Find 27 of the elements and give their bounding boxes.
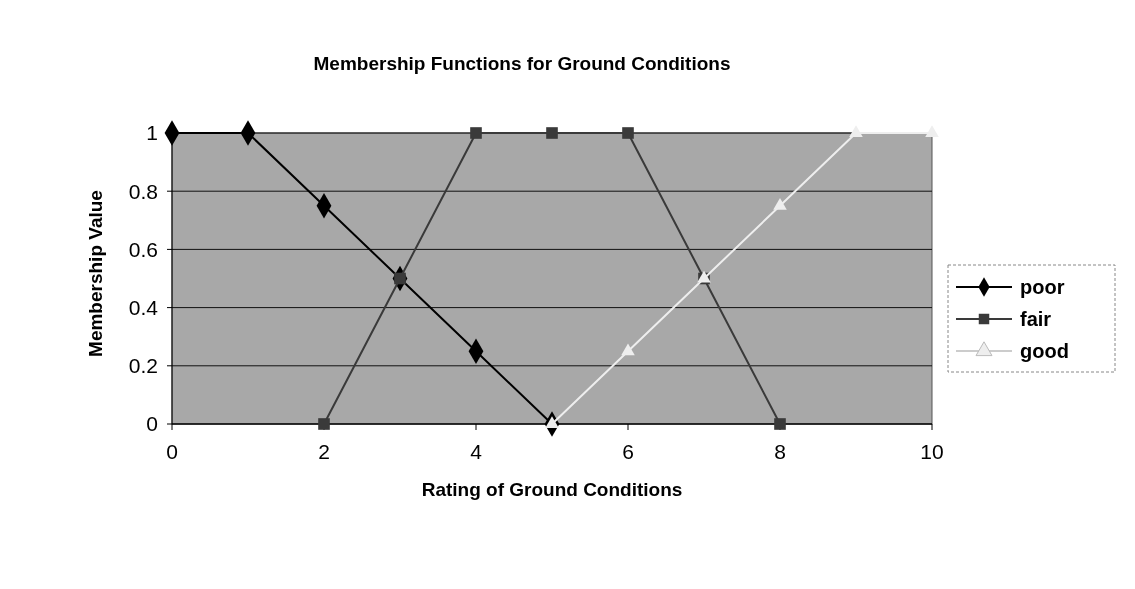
y-tick-label: 1	[146, 121, 158, 145]
x-tick-label: 10	[920, 440, 944, 463]
x-tick-label: 8	[774, 440, 786, 463]
legend-label: fair	[1020, 308, 1052, 330]
point	[546, 127, 558, 139]
point	[774, 418, 786, 430]
y-tick-label: 0.2	[128, 354, 158, 378]
x-tick-label: 6	[622, 440, 634, 463]
y-tick-label: 0	[146, 412, 158, 436]
x-tick-label: 2	[318, 440, 330, 463]
point	[849, 125, 863, 137]
legend-label: poor	[1020, 276, 1065, 298]
x-tick-label: 4	[470, 440, 483, 463]
legend-label: good	[1020, 340, 1069, 362]
x-axis-title: Rating of Ground Conditions	[421, 479, 683, 500]
point	[621, 343, 635, 356]
y-tick-label: 0.4	[128, 295, 159, 319]
point	[925, 125, 939, 137]
point	[622, 127, 634, 139]
point	[773, 197, 787, 210]
x-tick-label: 0	[166, 440, 178, 463]
point	[470, 127, 482, 139]
y-tick-label: 0.6	[128, 237, 158, 261]
chart-title: Membership Functions for Ground Conditions	[313, 53, 731, 74]
point	[318, 418, 330, 430]
y-tick-label: 0.8	[128, 179, 158, 203]
y-axis-title: Membership Value	[85, 190, 106, 357]
